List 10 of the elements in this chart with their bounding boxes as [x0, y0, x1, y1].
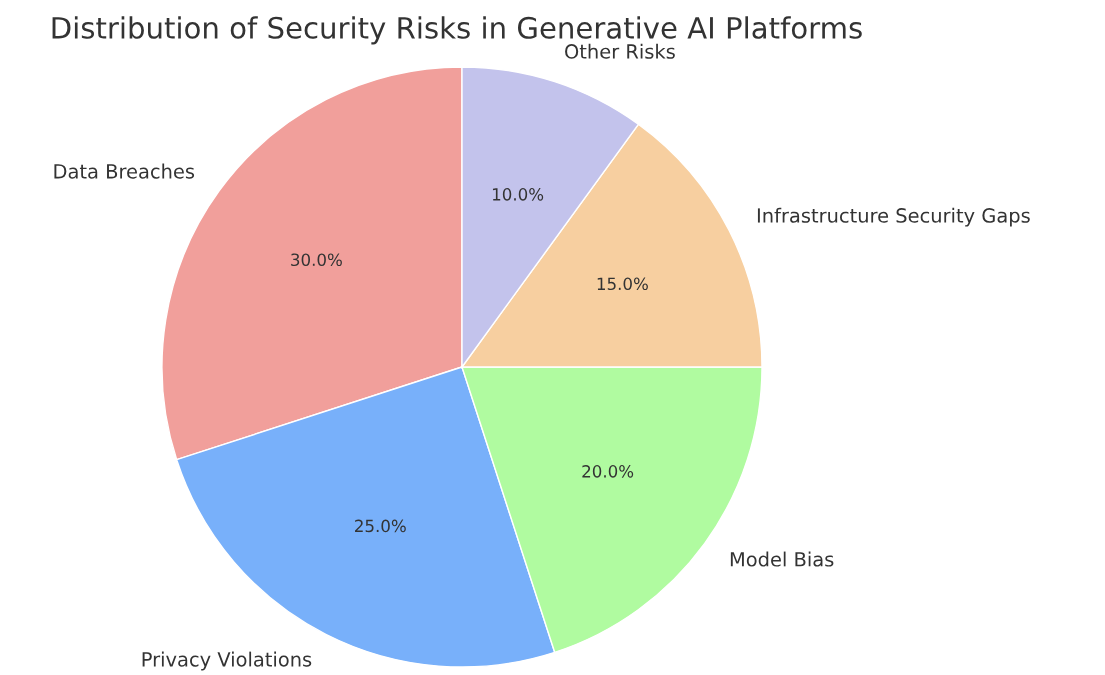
data-label: 10.0%	[492, 188, 544, 201]
slice-label: Model Bias	[730, 551, 834, 567]
slice-label: Privacy Violations	[142, 651, 312, 671]
data-label: 20.0%	[582, 465, 634, 478]
data-label: 25.0%	[355, 519, 406, 533]
data-label: 30.0%	[291, 253, 342, 267]
data-label: 15.0%	[597, 277, 648, 291]
slice-label: Data Breaches	[54, 163, 195, 179]
slice-label: Other Risks	[565, 43, 675, 59]
slice-label: Infrastructure Security Gaps	[757, 207, 1030, 227]
